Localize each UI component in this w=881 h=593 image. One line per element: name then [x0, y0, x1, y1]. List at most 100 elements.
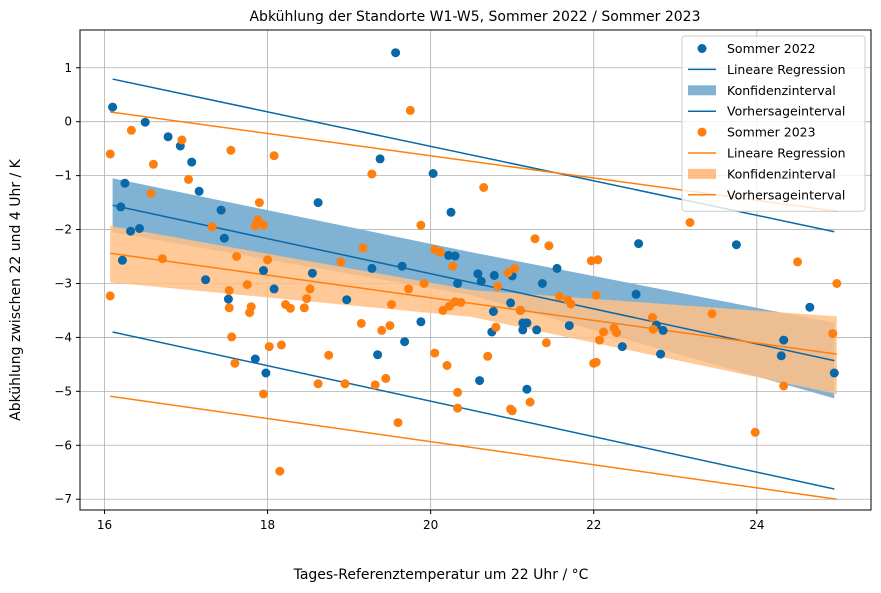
point-2022: [373, 350, 383, 360]
legend-label: Sommer 2023: [727, 125, 816, 140]
point-2022: [201, 275, 211, 285]
point-2023: [832, 279, 842, 288]
point-2023: [264, 342, 274, 352]
point-2023: [405, 105, 415, 115]
point-2023: [242, 280, 252, 290]
y-tick-label: −3: [54, 276, 72, 290]
point-2023: [493, 281, 502, 291]
point-2023: [555, 291, 564, 301]
point-2023: [157, 254, 167, 264]
point-2022: [261, 368, 271, 378]
point-2023: [177, 135, 187, 145]
point-2023: [416, 220, 426, 230]
point-2023: [385, 321, 395, 331]
point-2023: [299, 303, 309, 313]
point-2023: [591, 357, 601, 367]
point-2022: [259, 266, 268, 275]
legend-label: Lineare Regression: [727, 62, 846, 77]
point-2023: [253, 215, 263, 225]
legend-label: Konfidenzinterval: [727, 83, 836, 98]
legend-box: [681, 35, 866, 212]
point-2022: [634, 239, 644, 249]
point-2022: [488, 307, 498, 316]
point-2023: [828, 329, 838, 339]
point-2023: [491, 322, 501, 332]
point-2023: [591, 290, 601, 300]
x-axis-title: Tages-Referenztemperatur um 22 Uhr / °C: [293, 567, 589, 583]
point-2023: [515, 305, 525, 315]
point-2022: [163, 132, 173, 142]
point-2022: [416, 317, 426, 327]
point-2022: [805, 302, 815, 312]
legend-label: Vorhersageinterval: [727, 187, 845, 202]
point-2023: [285, 303, 295, 313]
point-2023: [146, 188, 156, 198]
point-2022: [453, 279, 463, 288]
y-tick-label: 1: [64, 61, 72, 75]
point-2022: [475, 376, 485, 386]
point-2022: [108, 102, 118, 112]
point-2023: [105, 149, 115, 159]
point-2023: [393, 418, 403, 428]
point-2023: [595, 335, 604, 345]
point-2022: [473, 269, 483, 279]
point-2022: [140, 117, 150, 127]
point-2023: [305, 284, 315, 294]
point-2023: [381, 373, 391, 383]
point-2023: [507, 406, 517, 416]
point-2022: [194, 186, 204, 196]
legend-label: Sommer 2022: [727, 41, 816, 56]
confidence-bands: [110, 178, 837, 399]
point-2023: [430, 348, 440, 358]
y-tick-label: 0: [64, 115, 72, 129]
x-tick-label: 20: [423, 518, 438, 532]
legend-marker: [697, 44, 707, 53]
point-2022: [829, 368, 839, 378]
x-tick-label: 16: [97, 518, 112, 532]
point-2023: [324, 350, 334, 360]
point-2023: [456, 297, 466, 307]
point-2023: [227, 332, 237, 342]
point-2023: [404, 284, 414, 294]
point-2022: [187, 157, 197, 167]
point-2023: [276, 340, 286, 350]
point-2023: [503, 268, 513, 278]
point-2022: [617, 342, 627, 352]
point-2023: [184, 174, 193, 184]
point-2023: [269, 151, 279, 161]
point-2023: [453, 403, 463, 413]
regression-line-2023: [110, 252, 837, 355]
point-2022: [779, 335, 789, 345]
point-2023: [510, 263, 520, 273]
point-2023: [224, 286, 234, 295]
point-2023: [254, 198, 264, 208]
y-tick-label: −5: [54, 384, 72, 398]
point-2022: [391, 48, 401, 58]
point-2023: [367, 169, 377, 179]
point-2023: [259, 220, 268, 230]
point-2023: [525, 397, 535, 407]
legend-patch: [688, 85, 716, 96]
point-2023: [226, 145, 236, 155]
y-axis-title: Abkühlung zwischen 22 und 4 Uhr / K: [8, 158, 24, 421]
point-2022: [223, 294, 233, 304]
point-2023: [435, 247, 445, 257]
point-2023: [541, 338, 551, 348]
y-tick-label: −2: [54, 223, 72, 237]
point-2023: [453, 387, 463, 397]
legend-label: Lineare Regression: [727, 146, 846, 161]
point-2022: [537, 279, 547, 288]
point-2022: [450, 251, 460, 261]
point-2022: [428, 169, 438, 178]
point-2022: [400, 337, 410, 347]
point-2023: [707, 309, 717, 319]
point-2023: [648, 313, 657, 322]
point-2022: [216, 205, 226, 215]
point-2023: [438, 305, 448, 315]
prediction-line-lower-2023: [110, 395, 837, 500]
point-2023: [750, 427, 760, 437]
point-2023: [148, 159, 158, 169]
point-2023: [207, 222, 217, 232]
point-2022: [313, 198, 323, 208]
point-2022: [522, 384, 532, 394]
